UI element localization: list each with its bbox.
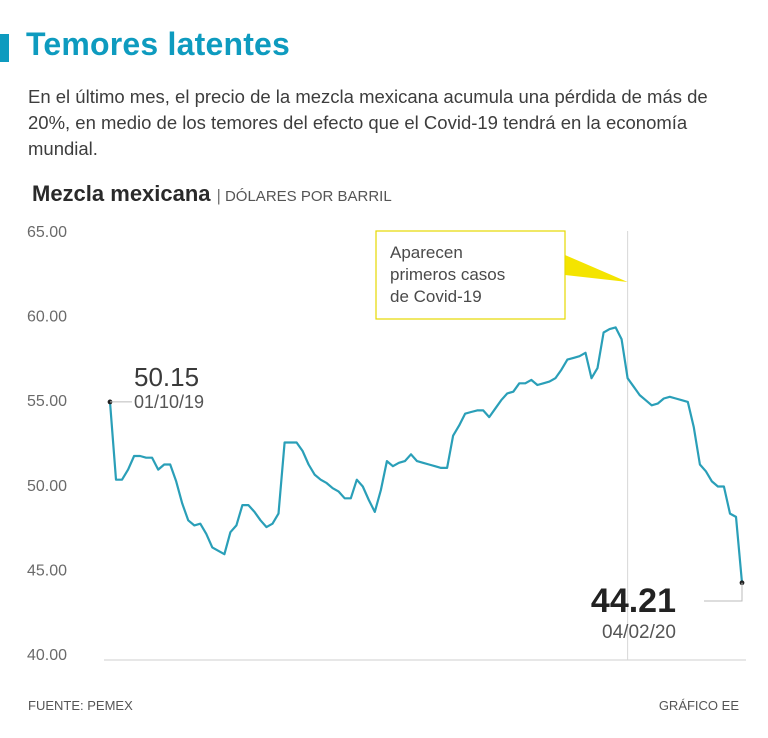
chart-title: Mezcla mexicana [32,181,211,206]
chart-unit: DÓLARES POR BARRIL [224,188,392,205]
y-tick-label: 60.00 [27,309,67,326]
page-title: Temores latentes [26,26,291,62]
price-series-line [108,326,744,584]
end-value-label: 44.21 [591,582,676,620]
annotation-text-line: Aparecen [390,243,463,262]
title-accent-bar [0,34,9,62]
start-value-label: 50.15 [134,362,199,392]
end-point-marker [739,580,745,586]
y-tick-label: 50.00 [27,478,67,495]
annotation-box [375,230,566,320]
chart-header: Mezcla mexicana | DÓLARES POR BARRIL [32,181,392,207]
source-note: FUENTE: PEMEX [28,698,133,713]
y-tick-label: 40.00 [27,647,67,664]
start-date-label: 01/10/19 [134,392,204,412]
end-date-label: 04/02/20 [602,622,676,643]
annotation-text-line: de Covid-19 [390,287,482,306]
chart-title-separator: | [216,186,221,205]
end-label-leader [704,582,743,602]
y-tick-label: 65.00 [27,224,67,241]
graphic-credit: GRÁFICO EE [658,698,739,713]
page-subtitle: En el último mes, el precio de la mezcla… [28,86,708,159]
y-tick-label: 55.00 [27,393,67,410]
y-tick-label: 45.00 [27,562,67,579]
annotation-pointer [565,255,628,282]
annotation-text-line: primeros casos [390,265,505,284]
